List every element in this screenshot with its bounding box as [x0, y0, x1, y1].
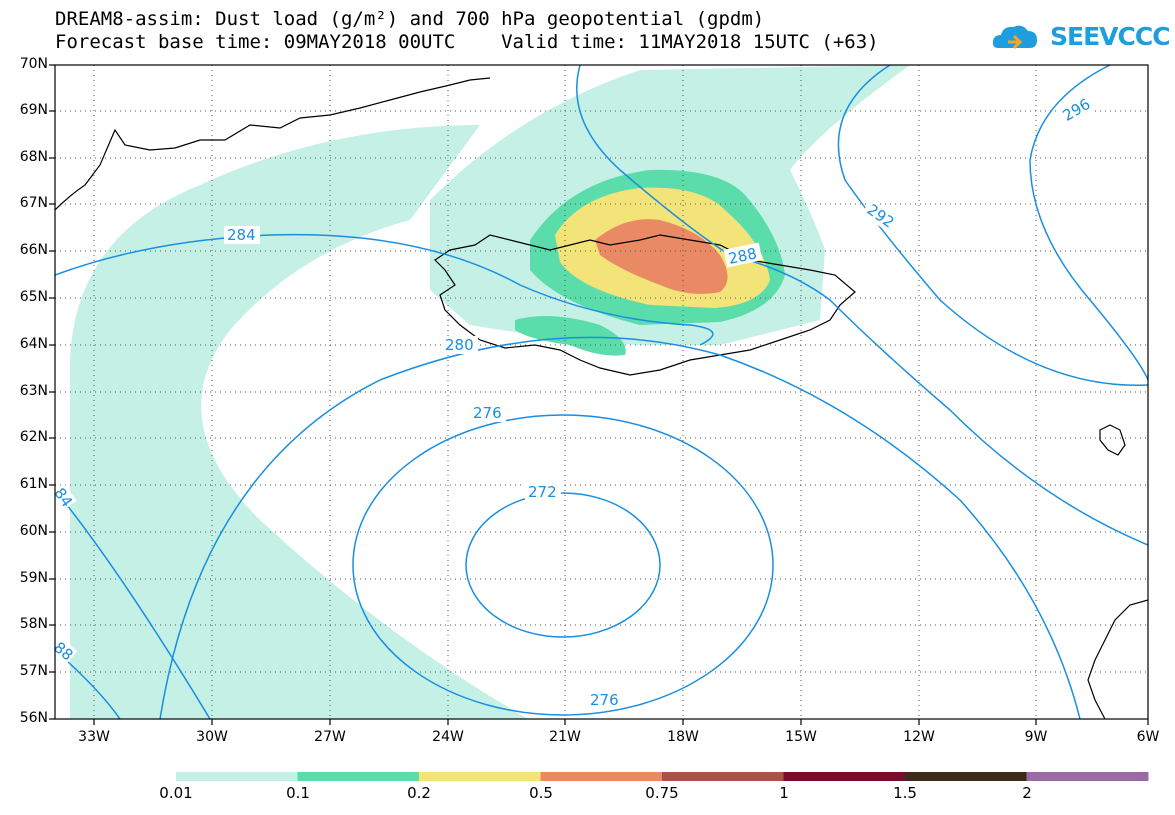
lat-label: 58N: [19, 616, 48, 632]
contour-label: 272: [528, 483, 557, 501]
dust-shading: [70, 65, 910, 719]
legend-swatch: [419, 772, 541, 781]
lon-label: 30W: [196, 729, 228, 745]
lat-label: 63N: [19, 383, 48, 399]
contour-280: [159, 336, 1081, 719]
chart-title-line1: DREAM8-assim: Dust load (g/m²) and 700 h…: [55, 8, 765, 30]
legend-label: 0.1: [286, 784, 310, 802]
lat-label: 56N: [19, 710, 48, 726]
geopotential-contours: [55, 65, 1148, 719]
lat-label: 64N: [19, 336, 48, 352]
legend-label: 0.75: [645, 784, 679, 802]
contour-272: [465, 492, 661, 638]
legend-label: 1: [779, 784, 789, 802]
legend-label: 1.5: [893, 784, 917, 802]
contour-label: 284: [227, 226, 256, 244]
lat-label: 68N: [19, 149, 48, 165]
lon-label: 33W: [78, 729, 110, 745]
lon-label: 18W: [667, 729, 699, 745]
lat-label: 60N: [19, 523, 48, 539]
dust-band-0.5: [595, 219, 728, 294]
legend-swatch: [540, 772, 663, 781]
lon-label: 15W: [785, 729, 817, 745]
lon-label: 9W: [1024, 729, 1048, 745]
lat-label: 69N: [19, 102, 48, 118]
lon-label: 27W: [314, 729, 346, 745]
contour-276: [352, 414, 774, 716]
lat-label: 61N: [19, 476, 48, 492]
lat-label: 70N: [19, 56, 48, 72]
contour-284: [55, 233, 714, 346]
contour-288: [576, 65, 1148, 546]
legend-label: 0.2: [407, 784, 431, 802]
legend-label: 0.5: [529, 784, 553, 802]
lon-label: 12W: [903, 729, 935, 745]
contour-label: 288: [727, 244, 759, 268]
contour-284-west: [55, 489, 211, 719]
legend-swatch: [783, 772, 906, 781]
contour-label: 276: [590, 691, 619, 709]
legend-label: 2: [1022, 784, 1032, 802]
contour-296: [1029, 65, 1148, 381]
contour-label: 276: [473, 404, 502, 422]
legend-label: 0.01: [159, 784, 193, 802]
brand-name: SEEVCCC: [1050, 22, 1171, 51]
dust-band-0.01: [70, 125, 529, 719]
contour-292: [837, 65, 1148, 387]
lat-label: 59N: [19, 570, 48, 586]
greenland-coast: [55, 77, 491, 211]
lat-label: 57N: [19, 663, 48, 679]
lat-label: 62N: [19, 429, 48, 445]
coastlines: [55, 77, 1148, 719]
lon-label: 21W: [549, 729, 581, 745]
legend-swatch: [297, 772, 420, 781]
graticule: [55, 65, 1148, 719]
chart-title-line2: Forecast base time: 09MAY2018 00UTC Vali…: [55, 31, 879, 53]
lon-label: 24W: [432, 729, 464, 745]
cloud-icon: [992, 25, 1037, 50]
lat-label: 65N: [19, 289, 48, 305]
faroe-coast: [1099, 424, 1126, 456]
legend-swatch: [662, 772, 784, 781]
scotland-coast: [1087, 599, 1148, 719]
lon-label: 6W: [1136, 729, 1160, 745]
iceland-coast: [434, 234, 856, 376]
dust-band-0.01: [100, 420, 329, 719]
colorbar: [176, 772, 1149, 781]
contour-label: 280: [445, 336, 474, 354]
legend-swatch: [176, 772, 298, 781]
lat-label: 67N: [19, 195, 48, 211]
dust-band-0.1: [515, 316, 626, 356]
lat-label: 66N: [19, 242, 48, 258]
legend-swatch: [905, 772, 1027, 781]
axis-ticks: [49, 64, 1149, 725]
legend-swatch: [1026, 772, 1149, 781]
